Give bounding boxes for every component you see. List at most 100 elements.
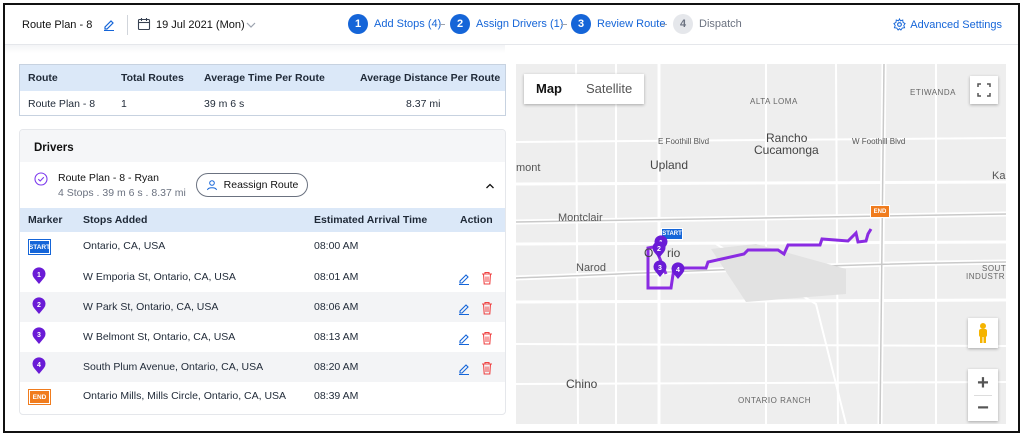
user-icon [206,180,217,191]
map-end-marker[interactable]: END [870,205,890,218]
map-label-chino: Chino [566,377,598,391]
svg-text:4: 4 [676,267,680,274]
driver-route-meta: 4 Stops . 39 m 6 s . 8.37 mi [58,187,186,199]
summary-data-row: Route Plan - 8 1 39 m 6 s 8.37 mi [20,91,505,116]
pegman-icon [979,323,987,343]
header-divider [127,15,128,35]
stop-row-start[interactable]: START Ontario, CA, USA 08:00 AM [20,232,505,262]
map-label-w-foothill: W Foothill Blvd [852,137,906,146]
stop-row-3[interactable]: 3 W Belmont St, Ontario, CA, USA 08:13 A… [20,322,505,352]
stop-arrival-time: 08:13 AM [314,331,359,343]
chevron-down-icon[interactable] [245,19,257,31]
step-review-route[interactable]: 3 Review Route [571,14,665,34]
map-label-south: SOUTH [982,264,1006,273]
advanced-settings-link[interactable]: Advanced Settings [893,18,1002,31]
step-number: 4 [673,14,693,34]
stop-arrival-time: 08:00 AM [314,240,359,252]
svg-text:2: 2 [657,246,661,253]
map-tab[interactable]: Map [524,74,574,104]
map-label-e-foothill: E Foothill Blvd [658,137,710,146]
driver-route-name: Route Plan - 8 - Ryan [58,172,159,184]
map-label-industry: INDUSTR [966,272,1006,281]
top-header: Route Plan - 8 19 Jul 2021 (Mon) 1 Add S… [5,5,1018,45]
edit-stop-icon[interactable] [457,331,471,345]
map-label-narod: Narod [576,262,606,274]
edit-stop-icon[interactable] [457,361,471,375]
fullscreen-button[interactable] [970,76,998,104]
summary-header-avg-distance: Average Distance Per Route [360,72,501,84]
end-marker-icon: END [28,389,51,405]
street-view-button[interactable] [968,318,998,348]
route-plan-name: Route Plan - 8 [22,19,93,31]
advanced-settings-label: Advanced Settings [910,18,1002,31]
map-pin-2[interactable]: 2 [651,241,667,259]
svg-text:3: 3 [37,332,41,339]
step-label: Review Route [597,18,666,30]
drivers-header [20,130,505,162]
step-number: 2 [450,14,470,34]
step-add-stops[interactable]: 1 Add Stops (4) [348,14,441,34]
chevron-up-icon[interactable] [484,180,496,192]
stop-row-1[interactable]: 1 W Emporia St, Ontario, CA, USA 08:01 A… [20,262,505,292]
step-label: Add Stops (4) [374,18,442,30]
pin-marker-icon: 1 [31,267,47,285]
stop-row-2[interactable]: 2 W Park St, Ontario, CA, USA 08:06 AM [20,292,505,322]
pin-marker-icon: 4 [31,357,47,375]
stop-row-end[interactable]: END Ontario Mills, Mills Circle, Ontario… [20,382,505,412]
header-shadow [5,45,505,53]
stop-address: Ontario, CA, USA [83,240,166,252]
app-frame: Route Plan - 8 19 Jul 2021 (Mon) 1 Add S… [3,3,1020,433]
summary-avg-time: 39 m 6 s [204,97,245,110]
route-map[interactable]: Map Satellite + − ALTA LOMA ETIWANDA E F… [516,64,1006,424]
header-stops-added: Stops Added [83,214,148,226]
zoom-out-button[interactable]: − [977,396,989,419]
step-connector [561,24,567,25]
stop-address: South Plum Avenue, Ontario, CA, USA [83,361,264,373]
summary-header-route: Route [28,72,58,84]
stop-row-4[interactable]: 4 South Plum Avenue, Ontario, CA, USA 08… [20,352,505,382]
header-arrival-time: Estimated Arrival Time [314,214,428,226]
zoom-divider [974,394,992,396]
edit-stop-icon[interactable] [457,301,471,315]
map-pin-4[interactable]: 4 [670,262,686,280]
step-assign-drivers[interactable]: 2 Assign Drivers (1) [450,14,563,34]
pin-marker-icon: 2 [31,297,47,315]
map-label-montclair: Montclair [558,212,603,224]
fullscreen-icon [977,83,991,97]
svg-text:1: 1 [37,272,41,279]
delete-stop-icon[interactable] [481,271,493,285]
edit-stop-icon[interactable] [457,271,471,285]
drivers-title: Drivers [34,142,74,154]
stops-table-body: START Ontario, CA, USA 08:00 AM 1 W Empo… [20,232,505,414]
edit-plan-name-icon[interactable] [102,17,116,31]
delete-stop-icon[interactable] [481,301,493,315]
map-label-ontario-b: rio [667,246,681,260]
stop-arrival-time: 08:06 AM [314,301,359,313]
map-label-ontario-a: O [644,246,654,260]
map-label-etiwanda: ETIWANDA [910,88,956,97]
zoom-in-button[interactable]: + [977,371,989,394]
map-canvas [516,64,1006,424]
reassign-route-button[interactable]: Reassign Route [196,173,308,197]
delete-stop-icon[interactable] [481,331,493,345]
stop-address: Ontario Mills, Mills Circle, Ontario, CA… [83,390,287,402]
delete-stop-icon[interactable] [481,361,493,375]
svg-text:2: 2 [37,302,41,309]
pin-marker-icon: 3 [31,327,47,345]
map-start-marker[interactable]: START [661,228,683,240]
summary-header-total-routes: Total Routes [121,72,184,84]
reassign-route-label: Reassign Route [223,179,299,191]
map-label-rancho: Rancho [766,131,808,145]
route-date[interactable]: 19 Jul 2021 (Mon) [156,19,245,31]
step-label: Assign Drivers (1) [476,18,564,30]
calendar-icon [137,18,151,31]
stop-address: W Emporia St, Ontario, CA, USA [83,271,236,283]
map-pin-3[interactable]: 3 [652,260,668,278]
zoom-controls: + − [968,369,998,421]
map-label-mont: mont [516,162,541,174]
map-label-alta-loma: ALTA LOMA [750,97,798,106]
stop-arrival-time: 08:01 AM [314,271,359,283]
summary-route: Route Plan - 8 [28,97,96,110]
step-dispatch[interactable]: 4 Dispatch [673,14,742,34]
satellite-tab[interactable]: Satellite [574,74,645,104]
